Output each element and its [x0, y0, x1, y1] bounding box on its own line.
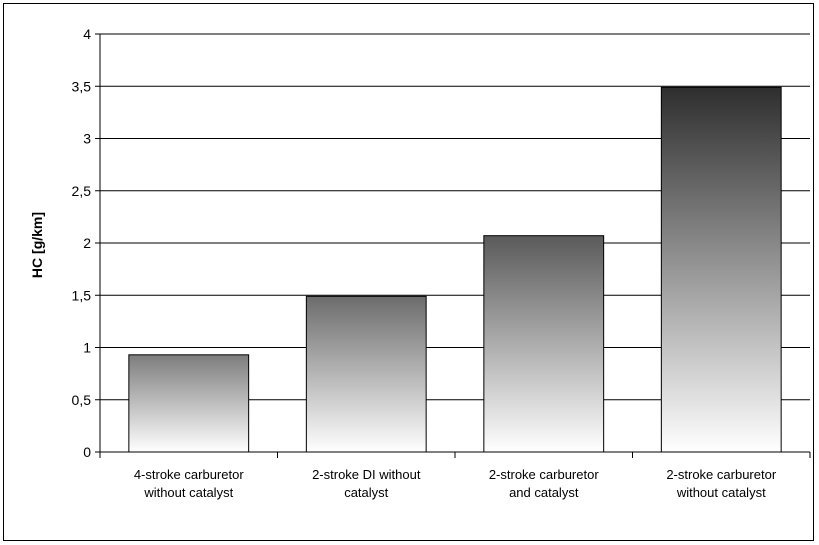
- x-category-label: 2-stroke carburetor and catalyst: [489, 467, 599, 500]
- x-category-label: 4-stroke carburetor without catalyst: [134, 467, 244, 500]
- y-tick-label: 4: [83, 26, 91, 42]
- bar: [128, 354, 250, 453]
- y-tick-label: 2,5: [72, 183, 92, 199]
- bar: [483, 235, 605, 453]
- x-category-labels: 4-stroke carburetor without catalyst 2-str…: [134, 467, 777, 500]
- y-tick-label: 1,5: [72, 287, 92, 303]
- x-category-label: 2-stroke carburetor without catalyst: [666, 467, 776, 500]
- bar-chart: 0 0,5 1 1,5 2 2,5 3 3,5 4 4-stroke carburetor wit…: [29, 26, 811, 500]
- y-tick-label: 2: [83, 235, 91, 251]
- y-tick-label: 3,5: [72, 78, 92, 94]
- y-tick-label: 0: [83, 444, 91, 460]
- x-category-label: 2-stroke DI without catalyst: [312, 467, 421, 500]
- bar: [660, 86, 782, 453]
- y-tick-label: 1: [83, 340, 91, 356]
- axes: [95, 33, 811, 458]
- y-tick-labels: 0 0,5 1 1,5 2 2,5 3 3,5 4: [72, 26, 92, 460]
- y-axis-title: HC [g/km]: [29, 212, 45, 278]
- y-tick-label: 3: [83, 131, 91, 147]
- y-tick-label: 0,5: [72, 392, 92, 408]
- chart-frame: 0 0,5 1 1,5 2 2,5 3 3,5 4 4-stroke carburetor wit…: [3, 3, 814, 541]
- bars: [128, 86, 782, 453]
- gridlines: [100, 33, 810, 401]
- bar: [305, 295, 427, 453]
